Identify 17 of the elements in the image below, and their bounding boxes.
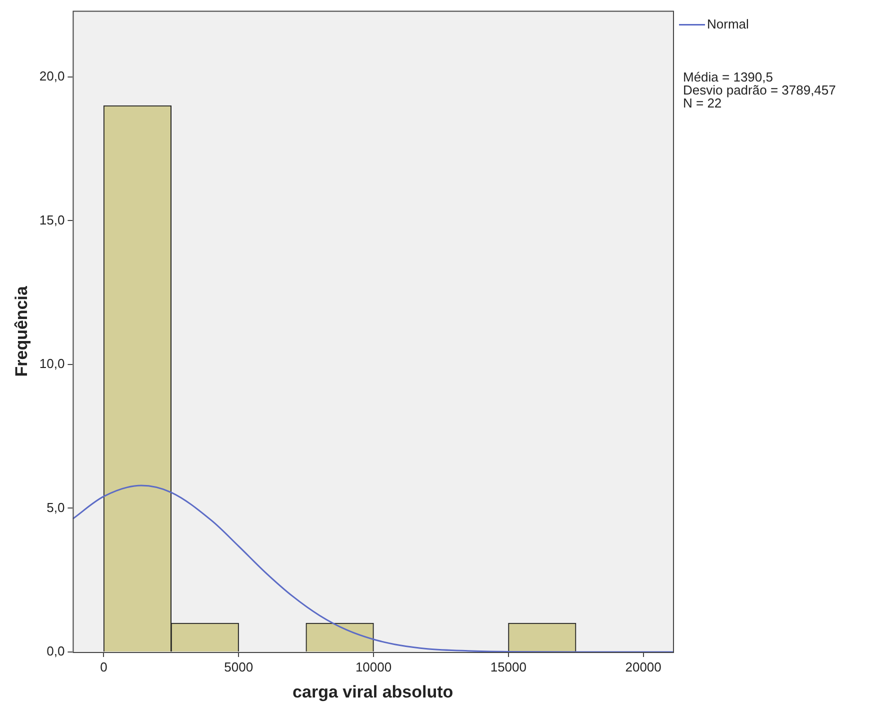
y-tick-label: 5,0 xyxy=(46,500,65,515)
x-tick-label: 20000 xyxy=(625,659,662,674)
legend-label: Normal xyxy=(707,16,750,32)
y-tick-label: 20,0 xyxy=(39,68,65,84)
y-tick-label: 0,0 xyxy=(46,644,65,659)
x-tick-label: 0 xyxy=(100,659,108,674)
y-axis-title: Frequência xyxy=(12,286,31,377)
text: Desvio padrão = 3789,457 xyxy=(683,82,836,98)
y-tick-label: 15,0 xyxy=(39,212,65,228)
x-axis-title: carga viral absoluto xyxy=(292,682,454,702)
text: Média = 1390,5 xyxy=(683,69,773,84)
text: N = 22 xyxy=(683,95,722,110)
x-tick-label: 15000 xyxy=(490,659,526,674)
x-tick-label: 10000 xyxy=(355,659,392,674)
y-tick-label: 10,0 xyxy=(39,356,65,372)
x-tick-label: 5000 xyxy=(224,659,254,674)
line-series xyxy=(72,484,673,652)
